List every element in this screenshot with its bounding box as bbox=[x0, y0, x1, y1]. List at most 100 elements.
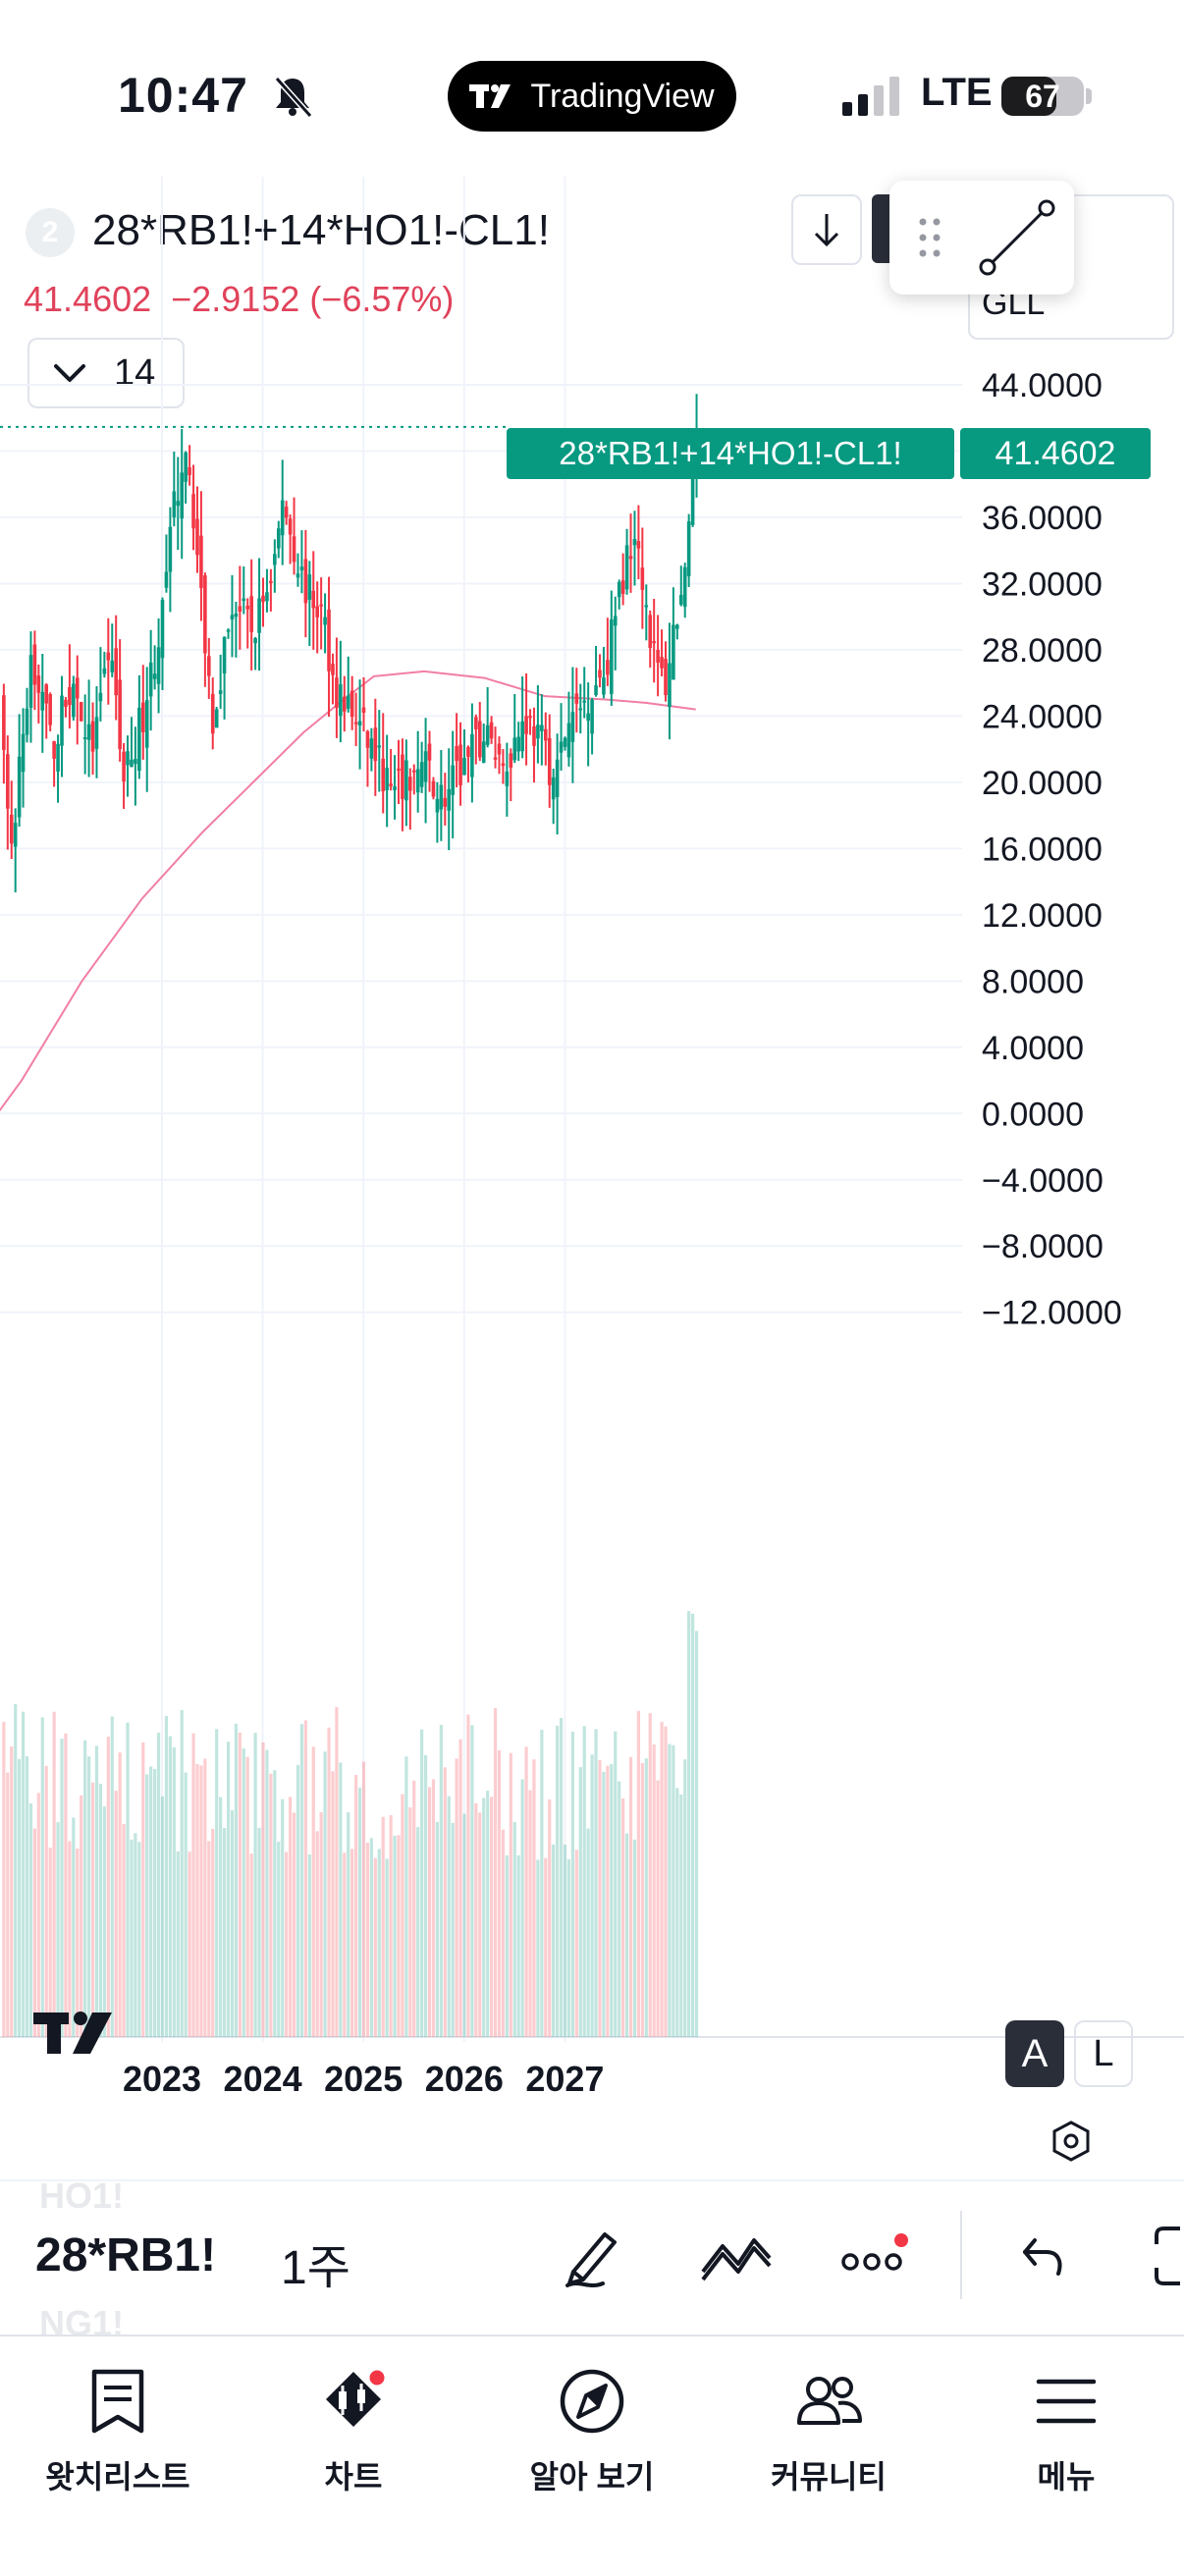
volume-bar bbox=[141, 1742, 145, 2037]
candle-body bbox=[184, 452, 188, 482]
settings-hexagon-icon[interactable] bbox=[1049, 2119, 1094, 2164]
candle-body bbox=[648, 615, 653, 648]
volume-bar bbox=[245, 1756, 249, 2037]
candle-body bbox=[94, 717, 99, 749]
volume-bar bbox=[281, 1798, 285, 2037]
nav-watchlist[interactable]: 왓치리스트 bbox=[0, 2336, 236, 2533]
volume-bar bbox=[339, 1762, 343, 2037]
volume-bar bbox=[458, 1739, 462, 2037]
download-button[interactable] bbox=[791, 194, 862, 265]
candle-body bbox=[106, 652, 111, 661]
volume-bar bbox=[462, 1813, 466, 2037]
volume-bar bbox=[640, 1762, 644, 2037]
volume-bar bbox=[14, 1703, 18, 2037]
candle-body bbox=[257, 598, 261, 633]
candle-body bbox=[620, 580, 625, 595]
bell-muted-icon bbox=[274, 76, 313, 119]
volume-bar bbox=[632, 1839, 637, 2037]
candle-body bbox=[72, 683, 76, 718]
battery-icon: 67 bbox=[1001, 77, 1084, 116]
candle-body bbox=[342, 696, 347, 712]
candle-body bbox=[350, 690, 354, 718]
volume-bar bbox=[269, 1773, 273, 2037]
candle-body bbox=[660, 657, 664, 669]
volume-bar bbox=[242, 1748, 245, 2037]
trend-line-tool-popup[interactable] bbox=[889, 181, 1074, 295]
nav-explore-label: 알아 보기 bbox=[529, 2459, 655, 2495]
more-options-icon[interactable] bbox=[840, 2230, 915, 2281]
tradingview-pill[interactable]: TradingView bbox=[448, 61, 736, 132]
volume-bar bbox=[443, 1767, 447, 2037]
candle-body bbox=[640, 567, 645, 590]
candle-body bbox=[311, 590, 316, 609]
candle-body bbox=[489, 722, 494, 739]
battery-level: 67 bbox=[1025, 79, 1060, 114]
arrow-down-icon bbox=[814, 214, 839, 247]
price-axis-tick: 32.0000 bbox=[982, 565, 1103, 603]
volume-bar bbox=[482, 1798, 486, 2037]
toolbar-symbol[interactable]: 28*RB1! bbox=[35, 2229, 217, 2281]
candle-body bbox=[82, 736, 87, 739]
toolbar-interval[interactable]: 1주 bbox=[281, 2242, 350, 2294]
candle-body bbox=[21, 733, 26, 773]
volume-bar bbox=[528, 1790, 532, 2037]
candle-body bbox=[249, 596, 253, 632]
candle-body bbox=[195, 518, 199, 556]
candle-body bbox=[110, 660, 115, 672]
volume-bar bbox=[474, 1802, 478, 2037]
pen-draw-icon[interactable] bbox=[560, 2221, 630, 2291]
volume-bar bbox=[102, 1806, 106, 2037]
volume-bar bbox=[369, 1838, 373, 2037]
undo-icon[interactable] bbox=[1017, 2230, 1068, 2281]
time-axis-tick: 2023 bbox=[123, 2059, 201, 2099]
price-change-pct: (−6.57%) bbox=[309, 279, 455, 319]
candle-body bbox=[385, 768, 389, 790]
volume-bar bbox=[385, 1858, 389, 2037]
volume-bar bbox=[644, 1758, 648, 2037]
candle-body bbox=[346, 695, 350, 709]
candle-body bbox=[245, 606, 250, 610]
volume-bar bbox=[292, 1812, 296, 2037]
volume-bar bbox=[578, 1767, 582, 2037]
candle-body bbox=[327, 609, 331, 671]
volume-bar bbox=[265, 1749, 269, 2037]
auto-scale-button[interactable]: A bbox=[1005, 2020, 1064, 2087]
volume-bar bbox=[319, 1811, 323, 2037]
candle-body bbox=[574, 693, 579, 704]
indicators-icon[interactable] bbox=[697, 2227, 776, 2285]
volume-bar bbox=[365, 1843, 370, 2037]
volume-bar bbox=[2, 1721, 6, 2037]
nav-chart[interactable]: 차트 bbox=[236, 2336, 471, 2533]
indicators-toggle[interactable]: 14 bbox=[27, 338, 185, 408]
candle-body bbox=[56, 743, 60, 772]
time-axis-tick: 2027 bbox=[525, 2059, 604, 2099]
volume-bar bbox=[307, 1854, 311, 2037]
panel-tab[interactable] bbox=[872, 194, 891, 263]
volume-bar bbox=[602, 1771, 606, 2037]
price-chart[interactable]: 44.000040.000036.000032.000028.000024.00… bbox=[0, 177, 1184, 2179]
volume-bar bbox=[570, 1731, 574, 2037]
volume-bar bbox=[168, 1736, 172, 2037]
candle-body bbox=[226, 629, 231, 632]
candle-body bbox=[25, 708, 29, 735]
symbol-title[interactable]: 28*RB1!+14*HO1!-CL1! bbox=[92, 206, 550, 254]
candle-body bbox=[98, 692, 103, 702]
fullscreen-icon[interactable] bbox=[1151, 2225, 1184, 2287]
volume-bar bbox=[299, 1724, 304, 2037]
candle-body bbox=[678, 594, 683, 605]
volume-bar bbox=[149, 1766, 153, 2037]
volume-bar bbox=[377, 1849, 381, 2037]
candle-body bbox=[188, 467, 191, 475]
volume-bar bbox=[68, 1841, 72, 2037]
nav-menu[interactable]: 메뉴 bbox=[948, 2336, 1184, 2533]
log-scale-button[interactable]: L bbox=[1074, 2020, 1133, 2087]
chart-grid bbox=[0, 177, 1184, 2042]
nav-community[interactable]: 커뮤니티 bbox=[711, 2336, 946, 2533]
volume-bar bbox=[548, 1799, 552, 2037]
volume-bar bbox=[32, 1828, 37, 2037]
chart-icon bbox=[326, 2367, 388, 2427]
nav-explore[interactable]: 알아 보기 bbox=[474, 2336, 710, 2533]
volume-bar bbox=[656, 1780, 660, 2037]
candle-body bbox=[32, 644, 37, 685]
candle-body bbox=[148, 662, 153, 697]
